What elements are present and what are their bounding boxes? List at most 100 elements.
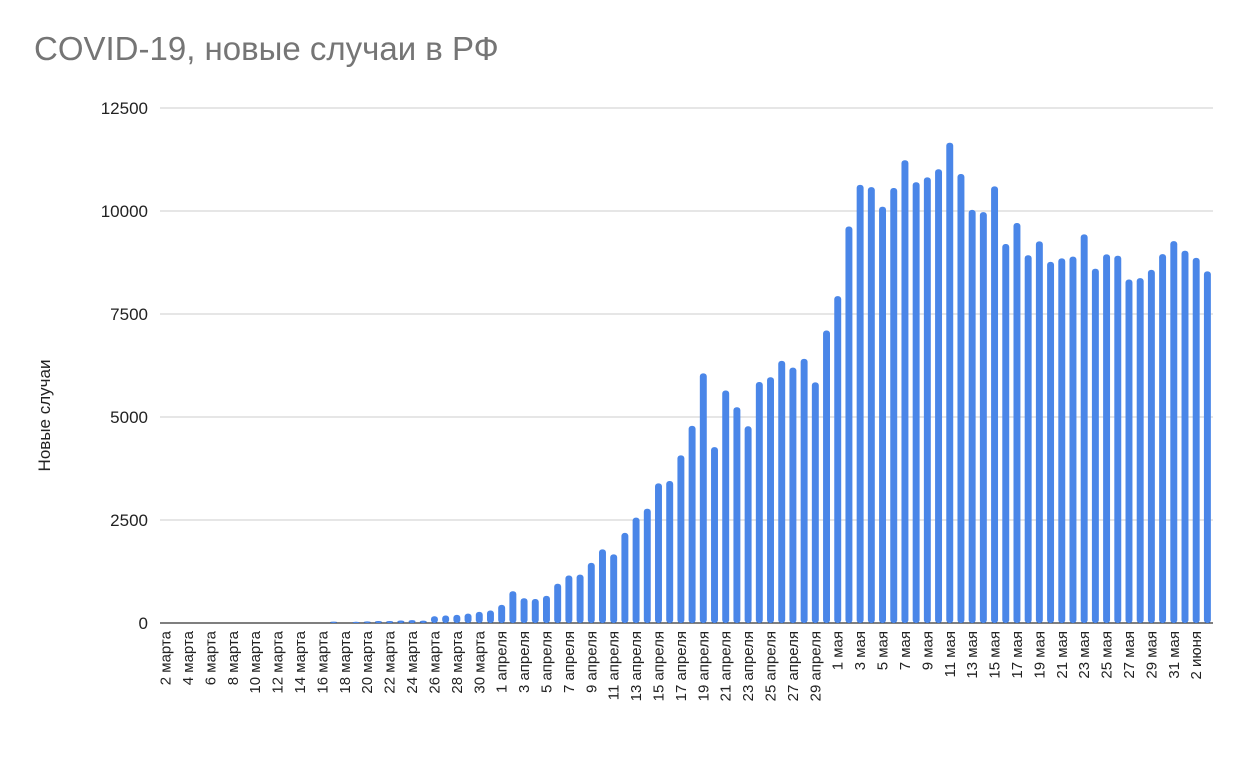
y-axis-ticks: 0 2500 5000 7500 10000 12500 bbox=[101, 99, 148, 633]
bar bbox=[386, 620, 394, 623]
bar bbox=[498, 604, 506, 623]
x-tick-label: 29 мая bbox=[1143, 631, 1160, 679]
x-tick-label: 22 марта bbox=[382, 630, 399, 693]
bar bbox=[879, 206, 887, 623]
bar bbox=[475, 611, 483, 623]
bar bbox=[711, 447, 718, 623]
bar bbox=[979, 212, 987, 623]
x-tick-label: 19 мая bbox=[1031, 631, 1048, 679]
x-tick-label: 26 марта bbox=[426, 630, 443, 693]
bar bbox=[722, 390, 730, 623]
bar bbox=[632, 517, 640, 623]
x-tick-label: 24 марта bbox=[404, 630, 421, 693]
bar bbox=[621, 532, 629, 623]
y-tick-label: 0 bbox=[139, 614, 148, 633]
x-tick-label: 23 мая bbox=[1076, 631, 1093, 679]
bar bbox=[1192, 257, 1200, 623]
bar bbox=[610, 554, 618, 623]
x-tick-label: 18 марта bbox=[337, 630, 354, 693]
x-tick-label: 21 мая bbox=[1054, 631, 1071, 679]
bar bbox=[1147, 269, 1155, 623]
x-tick-label: 29 апреля bbox=[807, 631, 824, 701]
x-tick-label: 9 мая bbox=[919, 631, 936, 670]
bar bbox=[419, 620, 427, 623]
bar bbox=[352, 621, 360, 623]
bar bbox=[576, 574, 584, 623]
bar bbox=[823, 330, 830, 623]
bar bbox=[811, 382, 819, 623]
x-tick-label: 9 апреля bbox=[583, 631, 600, 693]
bar bbox=[935, 169, 943, 623]
bar bbox=[946, 142, 954, 623]
bar bbox=[1058, 258, 1066, 623]
bar bbox=[397, 620, 405, 623]
bar bbox=[688, 425, 696, 623]
bar bbox=[1103, 254, 1111, 623]
bar bbox=[363, 621, 371, 623]
x-tick-label: 15 мая bbox=[987, 631, 1004, 679]
x-tick-label: 3 мая bbox=[852, 631, 869, 670]
bar bbox=[1091, 268, 1099, 623]
bar bbox=[1080, 234, 1088, 623]
x-tick-label: 5 мая bbox=[875, 631, 892, 670]
bar bbox=[744, 426, 752, 623]
x-tick-label: 8 марта bbox=[225, 630, 242, 685]
bar bbox=[554, 583, 562, 623]
y-tick-label: 10000 bbox=[101, 202, 148, 221]
bar bbox=[330, 621, 338, 623]
bar bbox=[1069, 256, 1077, 623]
bar bbox=[599, 549, 606, 623]
bar bbox=[957, 173, 965, 624]
bar bbox=[486, 610, 494, 623]
bar bbox=[565, 575, 573, 623]
bar bbox=[845, 226, 853, 623]
x-tick-label: 7 мая bbox=[897, 631, 914, 670]
x-tick-label: 5 апреля bbox=[538, 631, 555, 693]
bar bbox=[733, 407, 741, 623]
y-tick-label: 5000 bbox=[110, 408, 148, 427]
bar bbox=[442, 615, 450, 623]
bar bbox=[778, 360, 786, 623]
x-tick-label: 27 мая bbox=[1121, 631, 1138, 679]
x-tick-label: 27 апреля bbox=[785, 631, 802, 701]
x-tick-label: 2 марта bbox=[158, 630, 175, 685]
x-tick-label: 10 марта bbox=[247, 630, 264, 693]
x-tick-label: 11 мая bbox=[942, 631, 959, 678]
bar bbox=[1024, 255, 1032, 624]
x-tick-label: 25 мая bbox=[1099, 631, 1116, 679]
bar bbox=[543, 595, 550, 623]
bar bbox=[1170, 241, 1178, 624]
bar bbox=[1002, 243, 1010, 623]
bar bbox=[509, 591, 517, 623]
chart-title: COVID-19, новые случаи в РФ bbox=[34, 30, 499, 67]
x-tick-label: 7 апреля bbox=[561, 631, 578, 693]
x-tick-label: 12 марта bbox=[270, 630, 287, 693]
bar bbox=[677, 455, 685, 623]
bar bbox=[767, 377, 774, 623]
bars bbox=[162, 142, 1211, 624]
bar bbox=[1136, 278, 1144, 623]
x-tick-label: 15 апреля bbox=[650, 631, 667, 701]
x-tick-label: 23 апреля bbox=[740, 631, 757, 701]
bar bbox=[890, 187, 898, 624]
bar bbox=[968, 209, 976, 623]
y-tick-label: 12500 bbox=[101, 99, 148, 118]
x-tick-label: 21 апреля bbox=[718, 631, 735, 701]
x-tick-label: 13 апреля bbox=[628, 631, 645, 701]
bar bbox=[655, 483, 662, 623]
x-tick-label: 14 марта bbox=[292, 630, 309, 693]
bar bbox=[867, 187, 875, 623]
x-tick-label: 13 мая bbox=[964, 631, 981, 679]
bar bbox=[430, 616, 438, 623]
x-tick-label: 25 апреля bbox=[763, 631, 780, 701]
x-tick-label: 28 марта bbox=[449, 630, 466, 693]
bar bbox=[453, 614, 461, 623]
bar bbox=[789, 367, 797, 623]
bar bbox=[666, 480, 674, 623]
bar bbox=[800, 358, 808, 623]
y-tick-label: 2500 bbox=[110, 511, 148, 530]
bar bbox=[464, 613, 472, 623]
x-tick-label: 1 мая bbox=[830, 631, 847, 670]
x-tick-label: 6 марта bbox=[202, 630, 219, 685]
y-axis-label: Новые случаи bbox=[35, 360, 54, 472]
